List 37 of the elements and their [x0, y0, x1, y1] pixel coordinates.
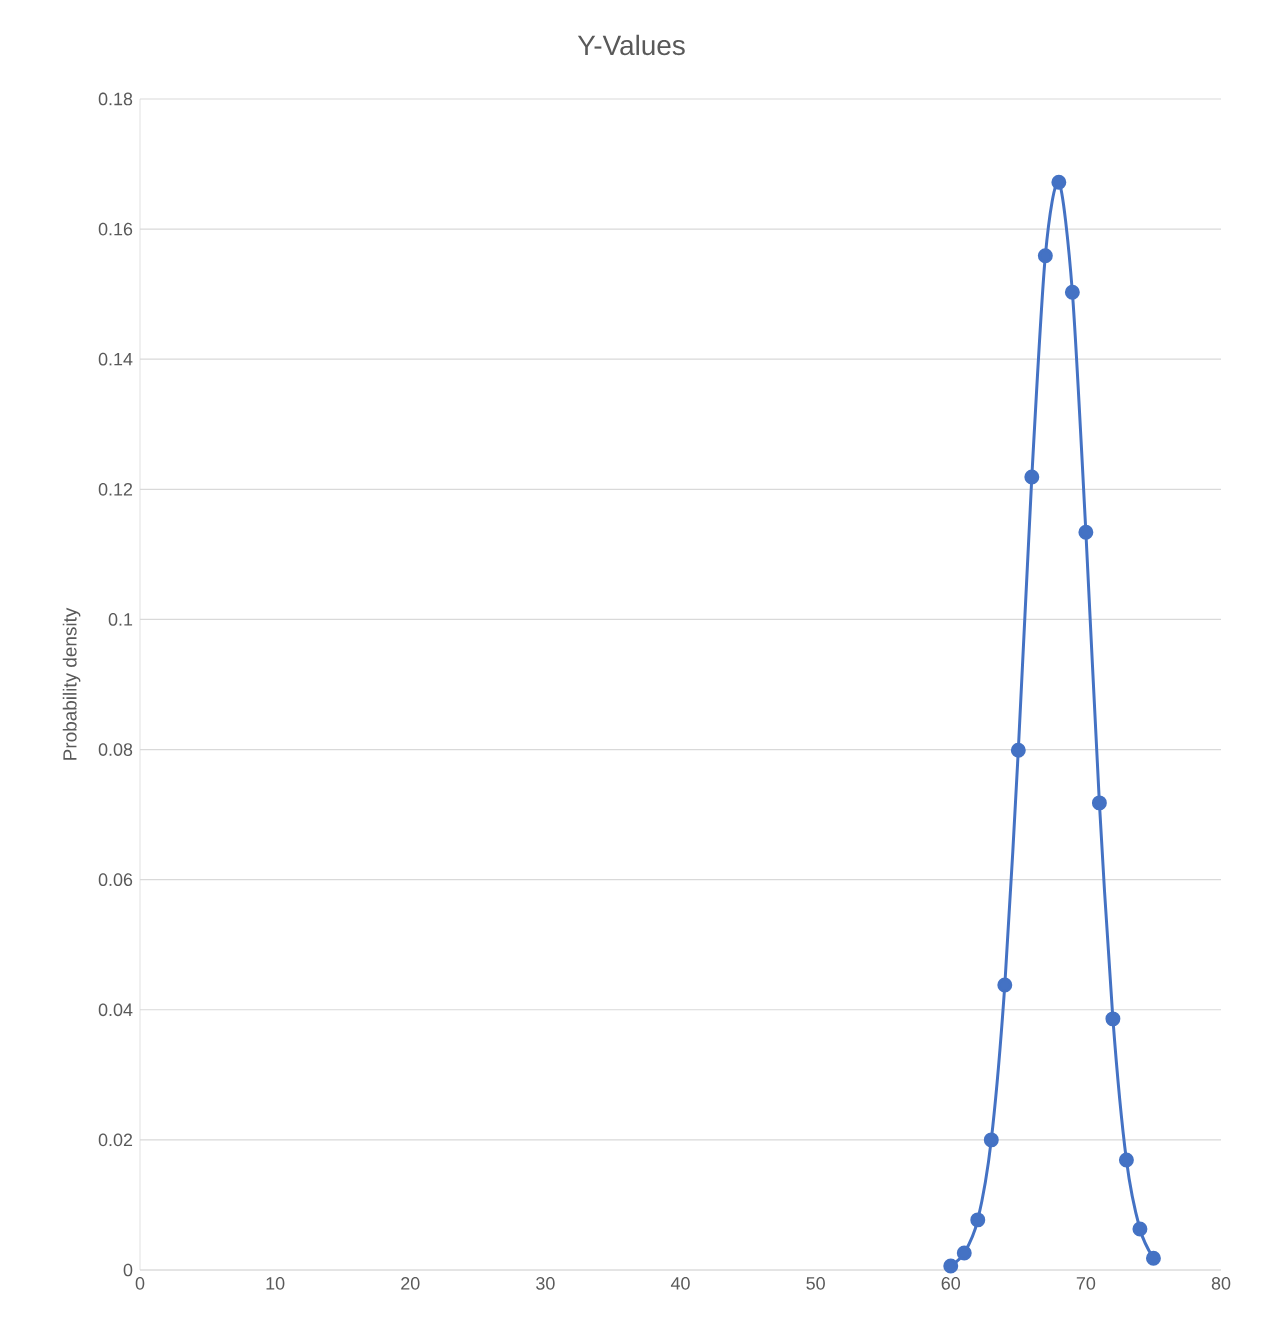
point: [1051, 174, 1067, 190]
y-tick-label: 0.12: [98, 482, 133, 496]
point: [1024, 469, 1040, 485]
point: [1118, 1152, 1134, 1168]
point: [1145, 1250, 1161, 1266]
y-axis-title: Probability density: [62, 607, 81, 760]
point: [970, 1212, 986, 1228]
y-tick-label: 0.16: [98, 222, 133, 236]
y-tick-label: 0.14: [98, 352, 133, 366]
y-tick-label: 0.02: [98, 1133, 133, 1147]
y-tick-label: 0.04: [98, 1003, 133, 1017]
point: [983, 1132, 999, 1148]
x-tick-label: 50: [806, 1277, 825, 1290]
y-tick-label: 0.18: [98, 92, 133, 106]
point: [997, 977, 1013, 993]
x-tick-label: 0: [135, 1277, 145, 1290]
point: [1064, 284, 1080, 300]
y-tick-label: 0.08: [98, 743, 133, 756]
x-tick-label: 40: [670, 1277, 690, 1290]
x-tick-label: 20: [401, 1277, 420, 1290]
point: [943, 1258, 959, 1274]
x-tick-label: 30: [536, 1277, 555, 1290]
y-tick-label: 0: [123, 1263, 133, 1277]
y-tick-label: 0.1: [108, 613, 133, 626]
point: [1078, 524, 1094, 540]
x-tick-label: 80: [1211, 1277, 1231, 1290]
point: [1105, 1011, 1121, 1027]
point: [1132, 1221, 1148, 1237]
y-tick-label: 0.06: [98, 873, 133, 887]
point: [1037, 248, 1053, 264]
point: [1091, 795, 1107, 811]
x-tick-label: 60: [941, 1277, 961, 1290]
point: [956, 1245, 972, 1261]
point: [1010, 742, 1026, 758]
x-tick-label: 10: [266, 1277, 285, 1290]
x-tick-label: 70: [1076, 1277, 1096, 1290]
chart-title: Y-Values: [577, 34, 685, 56]
